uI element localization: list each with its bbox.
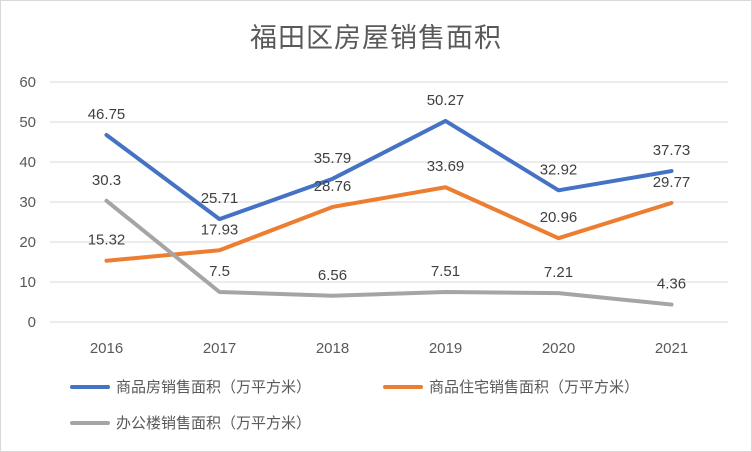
y-axis-ticks: 0 10 20 30 40 50 60 — [19, 74, 36, 331]
data-label-office: 7.51 — [431, 263, 460, 280]
x-tick-label: 2020 — [542, 340, 575, 357]
data-label-office: 7.21 — [544, 264, 573, 281]
data-label-commercial-housing: 46.75 — [88, 106, 126, 123]
x-axis-ticks: 2016 2017 2018 2019 2020 2021 — [90, 340, 688, 357]
legend-item-commercial-housing[interactable]: 商品房销售面积（万平方米） — [70, 376, 311, 397]
legend-item-office[interactable]: 办公楼销售面积（万平方米） — [70, 412, 311, 433]
data-label-residential: 15.32 — [88, 232, 126, 249]
y-tick-label: 40 — [19, 154, 36, 171]
y-tick-label: 10 — [19, 274, 36, 291]
data-labels: 46.75 25.71 35.79 50.27 32.92 37.73 15.32 17.93… — [88, 92, 691, 293]
data-label-office: 30.3 — [92, 172, 121, 189]
legend-label-residential: 商品住宅销售面积（万平方米） — [429, 378, 640, 396]
data-label-office: 7.5 — [209, 263, 230, 280]
data-label-commercial-housing: 25.71 — [201, 190, 239, 207]
x-tick-label: 2016 — [90, 340, 123, 357]
legend-swatch-residential — [383, 384, 423, 389]
y-tick-label: 0 — [28, 314, 36, 331]
data-label-office: 6.56 — [318, 267, 347, 284]
series-line-commercial-housing — [104, 118, 674, 222]
data-label-residential: 28.76 — [314, 178, 352, 195]
legend-label-office: 办公楼销售面积（万平方米） — [116, 414, 312, 432]
y-tick-label: 50 — [19, 114, 36, 131]
data-label-residential: 17.93 — [201, 221, 239, 238]
data-label-commercial-housing: 50.27 — [427, 92, 465, 109]
data-label-commercial-housing: 32.92 — [540, 161, 578, 178]
x-tick-label: 2017 — [203, 340, 236, 357]
series-line-office — [104, 198, 674, 307]
series-line-residential — [104, 185, 674, 263]
y-tick-label: 30 — [19, 194, 36, 211]
y-tick-label: 60 — [19, 74, 36, 91]
data-label-residential: 20.96 — [540, 209, 578, 226]
data-label-residential: 29.77 — [653, 174, 691, 191]
chart-title: 福田区房屋销售面积 — [250, 23, 502, 54]
x-tick-label: 2021 — [655, 340, 688, 357]
gridlines — [50, 81, 728, 323]
x-tick-label: 2019 — [429, 340, 462, 357]
series-lines — [104, 118, 674, 307]
legend-label-commercial-housing: 商品房销售面积（万平方米） — [116, 378, 312, 396]
y-tick-label: 20 — [19, 234, 36, 251]
data-label-commercial-housing: 37.73 — [653, 142, 691, 159]
x-tick-label: 2018 — [316, 340, 349, 357]
data-label-commercial-housing: 35.79 — [314, 150, 352, 167]
data-label-residential: 33.69 — [427, 158, 465, 175]
legend-item-residential[interactable]: 商品住宅销售面积（万平方米） — [383, 376, 639, 397]
legend-swatch-office — [70, 420, 110, 425]
legend-swatch-commercial-housing — [70, 384, 110, 389]
data-label-office: 4.36 — [657, 276, 686, 293]
